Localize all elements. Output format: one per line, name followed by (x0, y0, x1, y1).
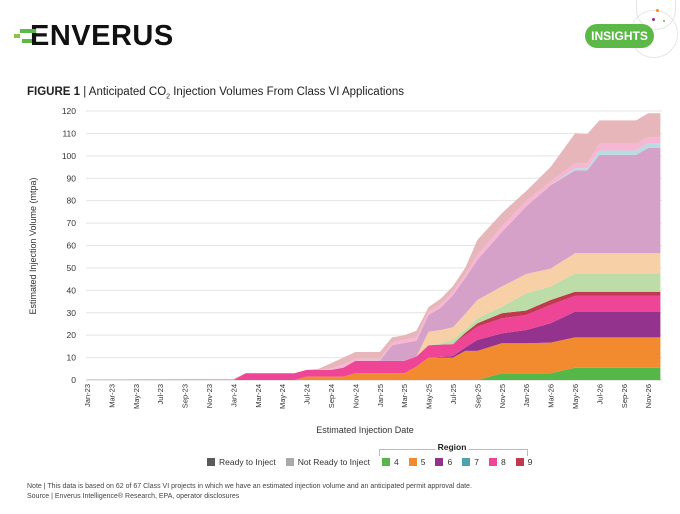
figure-title-subscript: 2 (166, 93, 171, 101)
area-not-ready-to-inject-region-4 (87, 273, 661, 380)
x-tick-label: May-23 (132, 384, 141, 409)
y-tick-label: 100 (62, 151, 76, 161)
stacked-areas (87, 113, 661, 380)
area-not-ready-to-inject-region-9 (87, 113, 661, 380)
legend-label: 4 (394, 457, 399, 467)
area-ready-to-inject-region-5 (87, 337, 661, 380)
legend-item-region-9: 9 (515, 457, 533, 467)
x-tick-label: Sep-26 (620, 384, 629, 408)
enverus-logo: ENVERUS (14, 20, 174, 52)
legend-label: 8 (500, 457, 506, 467)
legend-swatch (408, 458, 417, 466)
x-tick-label: Sep-24 (327, 384, 336, 408)
legend-swatch (462, 458, 471, 466)
area-ready-to-inject-region-4 (87, 367, 661, 380)
logo-mark-icon (14, 26, 40, 46)
notes: Note | This data is based on 62 of 67 Cl… (27, 482, 647, 501)
legend-swatch (382, 458, 390, 466)
figure-title: FIGURE 1 | Anticipated CO2 Injection Vol… (27, 86, 404, 100)
y-tick-label: 70 (67, 218, 77, 228)
figure-title-text: | Anticipated CO (80, 86, 167, 98)
y-tick-label: 50 (67, 263, 77, 273)
logo-text: ENVERUS (30, 19, 174, 52)
x-tick-label: Jan-26 (522, 384, 531, 407)
legend-item-ready: Ready to Inject (207, 457, 276, 467)
x-tick-labels: Jan-23 Mar-23 May-23 Jul-23 Sep-23 Nov-23 Jan-… (83, 384, 653, 409)
legend-swatch (435, 458, 444, 466)
insights-badge[interactable]: INSIGHTS (585, 24, 654, 48)
legend-label: 5 (420, 457, 426, 467)
x-tick-label: Nov-25 (498, 384, 507, 408)
region-legend: 4 5 6 7 8 9 (382, 457, 532, 467)
y-tick-labels: 0 10 20 30 40 50 60 70 80 90 100 110 120 (62, 106, 76, 385)
y-tick-label: 0 (71, 375, 76, 385)
x-tick-label: May-25 (425, 384, 434, 409)
decorative-dot (663, 20, 665, 22)
legend-label: 7 (474, 457, 479, 467)
x-tick-label: Mar-23 (107, 384, 116, 408)
y-tick-label: 10 (67, 353, 77, 363)
y-axis-title: Estimated Injection Volume (mtpa) (28, 177, 38, 315)
y-tick-label: 110 (62, 128, 76, 138)
y-tick-label: 20 (67, 330, 77, 340)
x-tick-label: Jul-24 (303, 384, 312, 404)
y-tick-label: 120 (62, 106, 76, 116)
region-legend-title: Region (435, 442, 469, 452)
decorative-dot (656, 9, 659, 12)
y-tick-label: 80 (67, 196, 77, 206)
legend-swatch (515, 458, 524, 466)
legend-item-region-8: 8 (488, 457, 506, 467)
x-axis-title: Estimated Injection Date (316, 425, 414, 435)
legend-item-not-ready: Not Ready to Inject (285, 457, 370, 467)
legend-item-region-7: 7 (462, 457, 479, 467)
x-tick-label: Jan-24 (229, 384, 238, 407)
y-tick-label: 40 (67, 285, 77, 295)
x-tick-label: Sep-25 (473, 384, 482, 408)
area-not-ready-to-inject-region-6 (87, 148, 661, 380)
x-tick-label: May-24 (278, 384, 287, 409)
x-tick-label: Jul-23 (156, 384, 165, 404)
note-text: Note | This data is based on 62 of 67 Cl… (27, 483, 472, 490)
x-tick-label: Jan-25 (376, 384, 385, 407)
figure-title-text-end: Injection Volumes From Class VI Applicat… (170, 86, 404, 98)
area-ready-to-inject-region-6 (87, 311, 661, 380)
legend-swatch (488, 458, 497, 466)
x-tick-label: Mar-25 (400, 384, 409, 408)
x-tick-label: Mar-26 (547, 384, 556, 408)
y-tick-label: 60 (67, 241, 77, 251)
x-tick-label: Jul-25 (449, 384, 458, 404)
area-not-ready-to-inject-region-5 (87, 253, 661, 380)
x-tick-label: Sep-23 (181, 384, 190, 408)
legend-label: Not Ready to Inject (297, 457, 370, 467)
x-tick-label: Nov-26 (644, 384, 653, 408)
decorative-dot (652, 18, 655, 21)
legend-label: Ready to Inject (219, 457, 276, 467)
x-tick-label: Nov-23 (205, 384, 214, 408)
y-tick-label: 90 (67, 173, 77, 183)
x-tick-label: Jan-23 (83, 384, 92, 407)
area-ready-to-inject-region-8 (87, 295, 661, 380)
x-tick-label: Mar-24 (254, 384, 263, 408)
legend-item-region-4: 4 (382, 457, 399, 467)
x-tick-label: Nov-24 (351, 384, 360, 408)
legend-label: 9 (527, 457, 533, 467)
source-text: Source | Enverus Intelligence® Research,… (27, 492, 240, 500)
legend-item-region-5: 5 (408, 457, 426, 467)
x-tick-label: May-26 (571, 384, 580, 409)
y-tick-label: 30 (67, 308, 77, 318)
status-legend: Ready to Inject Not Ready to Inject (207, 457, 370, 467)
area-ready-to-inject-region-9 (87, 291, 661, 380)
legend-label: 6 (447, 457, 453, 467)
legend-item-region-6: 6 (435, 457, 452, 467)
x-tick-label: Jul-26 (595, 384, 604, 404)
legend-swatch (285, 458, 294, 466)
figure-label: FIGURE 1 (27, 86, 81, 98)
legend-swatch (207, 458, 215, 466)
